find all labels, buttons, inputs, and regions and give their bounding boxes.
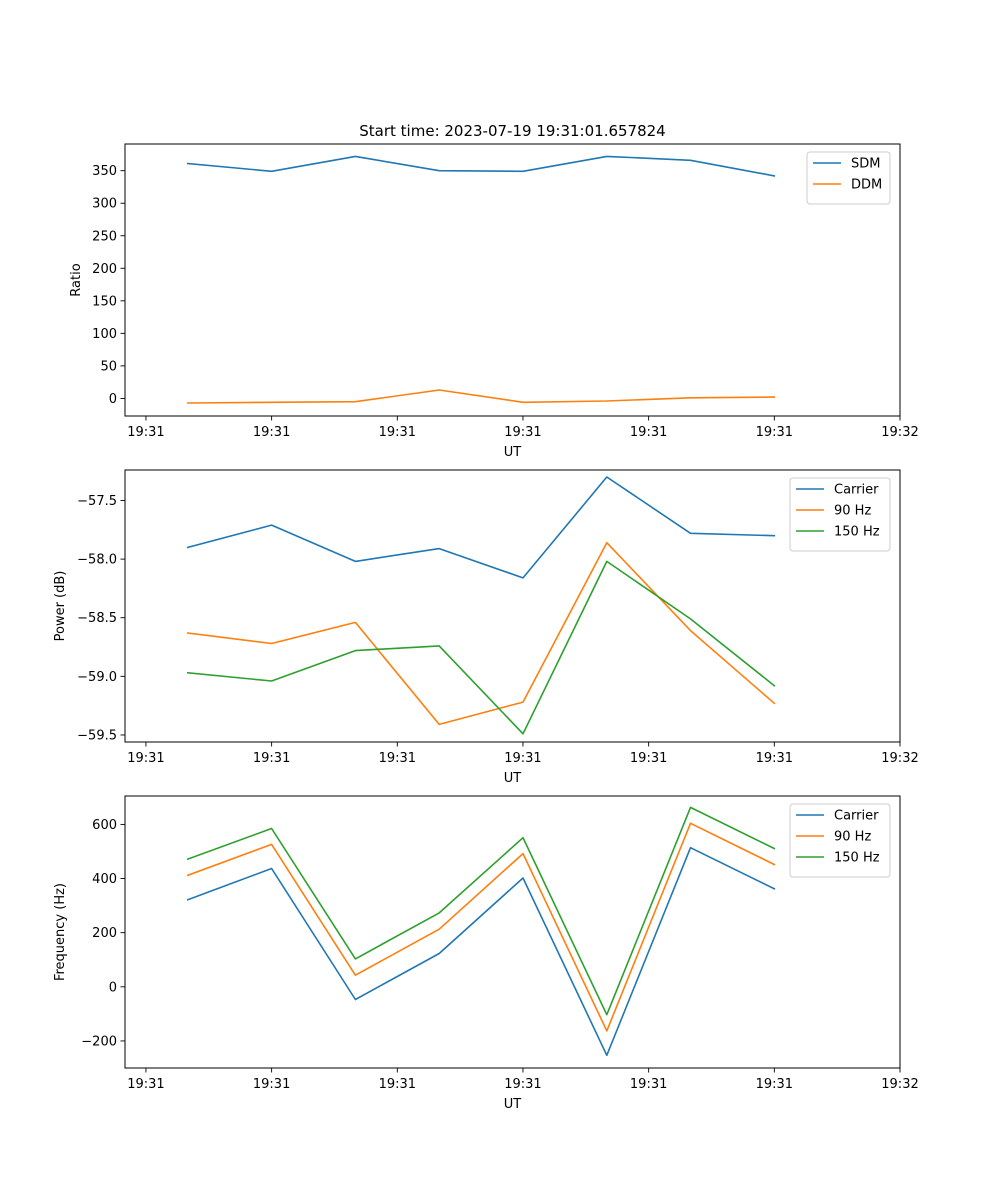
x-tick-label: 19:32 (881, 1077, 918, 1092)
x-tick-label: 19:31 (253, 425, 290, 440)
legend-label: 150 Hz (834, 525, 880, 540)
x-tick-label: 19:31 (504, 425, 541, 440)
legend: Carrier 90 Hz 150 Hz (789, 477, 891, 552)
legend-box (789, 477, 891, 552)
x-tick-label: 19:31 (127, 1077, 164, 1092)
x-tick-label: 19:31 (379, 1077, 416, 1092)
chart-panel-1: Start time: 2023-07-19 19:31:01.657824 19… (69, 122, 919, 460)
y-tick-label: 600 (92, 818, 117, 833)
legend-label: Carrier (834, 809, 879, 824)
series-line-150-hz (186, 806, 776, 1016)
legend-label: 90 Hz (834, 504, 871, 519)
series-line-150-hz (186, 560, 776, 735)
legend-label: 90 Hz (834, 830, 871, 845)
series-line-carrier (186, 846, 776, 1057)
y-tick-label: 200 (92, 926, 117, 941)
plot-frame (124, 469, 901, 743)
y-tick-label: −57.5 (77, 494, 117, 509)
x-tick-label: 19:32 (881, 751, 918, 766)
series-line-ddm (186, 389, 776, 404)
series-line-sdm (186, 155, 776, 177)
x-tick-label: 19:31 (379, 425, 416, 440)
x-tick-label: 19:31 (127, 751, 164, 766)
legend: Carrier 90 Hz 150 Hz (789, 803, 891, 878)
y-axis-label: Ratio (69, 263, 84, 296)
y-tick-label: −200 (81, 1034, 117, 1049)
x-tick-label: 19:31 (253, 751, 290, 766)
x-tick-label: 19:31 (630, 751, 667, 766)
y-tick-label: 0 (109, 980, 117, 995)
plot-frame (124, 143, 901, 417)
x-axis-label: UT (504, 445, 522, 460)
y-tick-label: 300 (92, 197, 117, 212)
series-line-carrier (186, 476, 776, 579)
legend-box (806, 151, 891, 205)
x-tick-label: 19:31 (630, 425, 667, 440)
x-tick-label: 19:31 (127, 425, 164, 440)
y-tick-label: −59.5 (77, 728, 117, 743)
y-tick-label: 100 (92, 327, 117, 342)
x-tick-label: 19:31 (504, 751, 541, 766)
y-tick-label: 0 (109, 392, 117, 407)
legend-label: Carrier (834, 483, 879, 498)
y-tick-label: −59.0 (77, 670, 117, 685)
y-tick-label: 50 (100, 359, 117, 374)
y-tick-label: 400 (92, 872, 117, 887)
chart-title: Start time: 2023-07-19 19:31:01.657824 (359, 122, 665, 140)
y-axis-label: Power (dB) (53, 571, 68, 642)
x-tick-label: 19:31 (756, 425, 793, 440)
x-tick-label: 19:31 (253, 1077, 290, 1092)
x-tick-label: 19:31 (756, 751, 793, 766)
y-tick-label: 150 (92, 294, 117, 309)
legend-label: 150 Hz (834, 851, 880, 866)
chart-panel-3: 19:31 19:31 19:31 19:31 19:31 19:31 19:32 −200 0… (53, 795, 919, 1112)
legend: SDM DDM (806, 151, 891, 205)
y-tick-label: −58.5 (77, 611, 117, 626)
x-tick-label: 19:32 (881, 425, 918, 440)
y-axis-label: Frequency (Hz) (53, 883, 68, 981)
y-tick-label: 350 (92, 164, 117, 179)
series-line-90-hz (186, 822, 776, 1032)
plot-frame (124, 795, 901, 1069)
y-tick-label: 250 (92, 229, 117, 244)
x-axis-label: UT (504, 771, 522, 786)
chart-panel-2: 19:31 19:31 19:31 19:31 19:31 19:31 19:32 −59.5… (53, 469, 919, 786)
x-axis-label: UT (504, 1097, 522, 1112)
legend-box (789, 803, 891, 878)
x-tick-label: 19:31 (379, 751, 416, 766)
y-tick-label: 200 (92, 262, 117, 277)
x-tick-label: 19:31 (630, 1077, 667, 1092)
legend-label: SDM (851, 157, 880, 172)
legend-label: DDM (851, 178, 882, 193)
x-tick-label: 19:31 (756, 1077, 793, 1092)
y-tick-label: −58.0 (77, 553, 117, 568)
series-line-90-hz (186, 541, 776, 726)
x-tick-label: 19:31 (504, 1077, 541, 1092)
